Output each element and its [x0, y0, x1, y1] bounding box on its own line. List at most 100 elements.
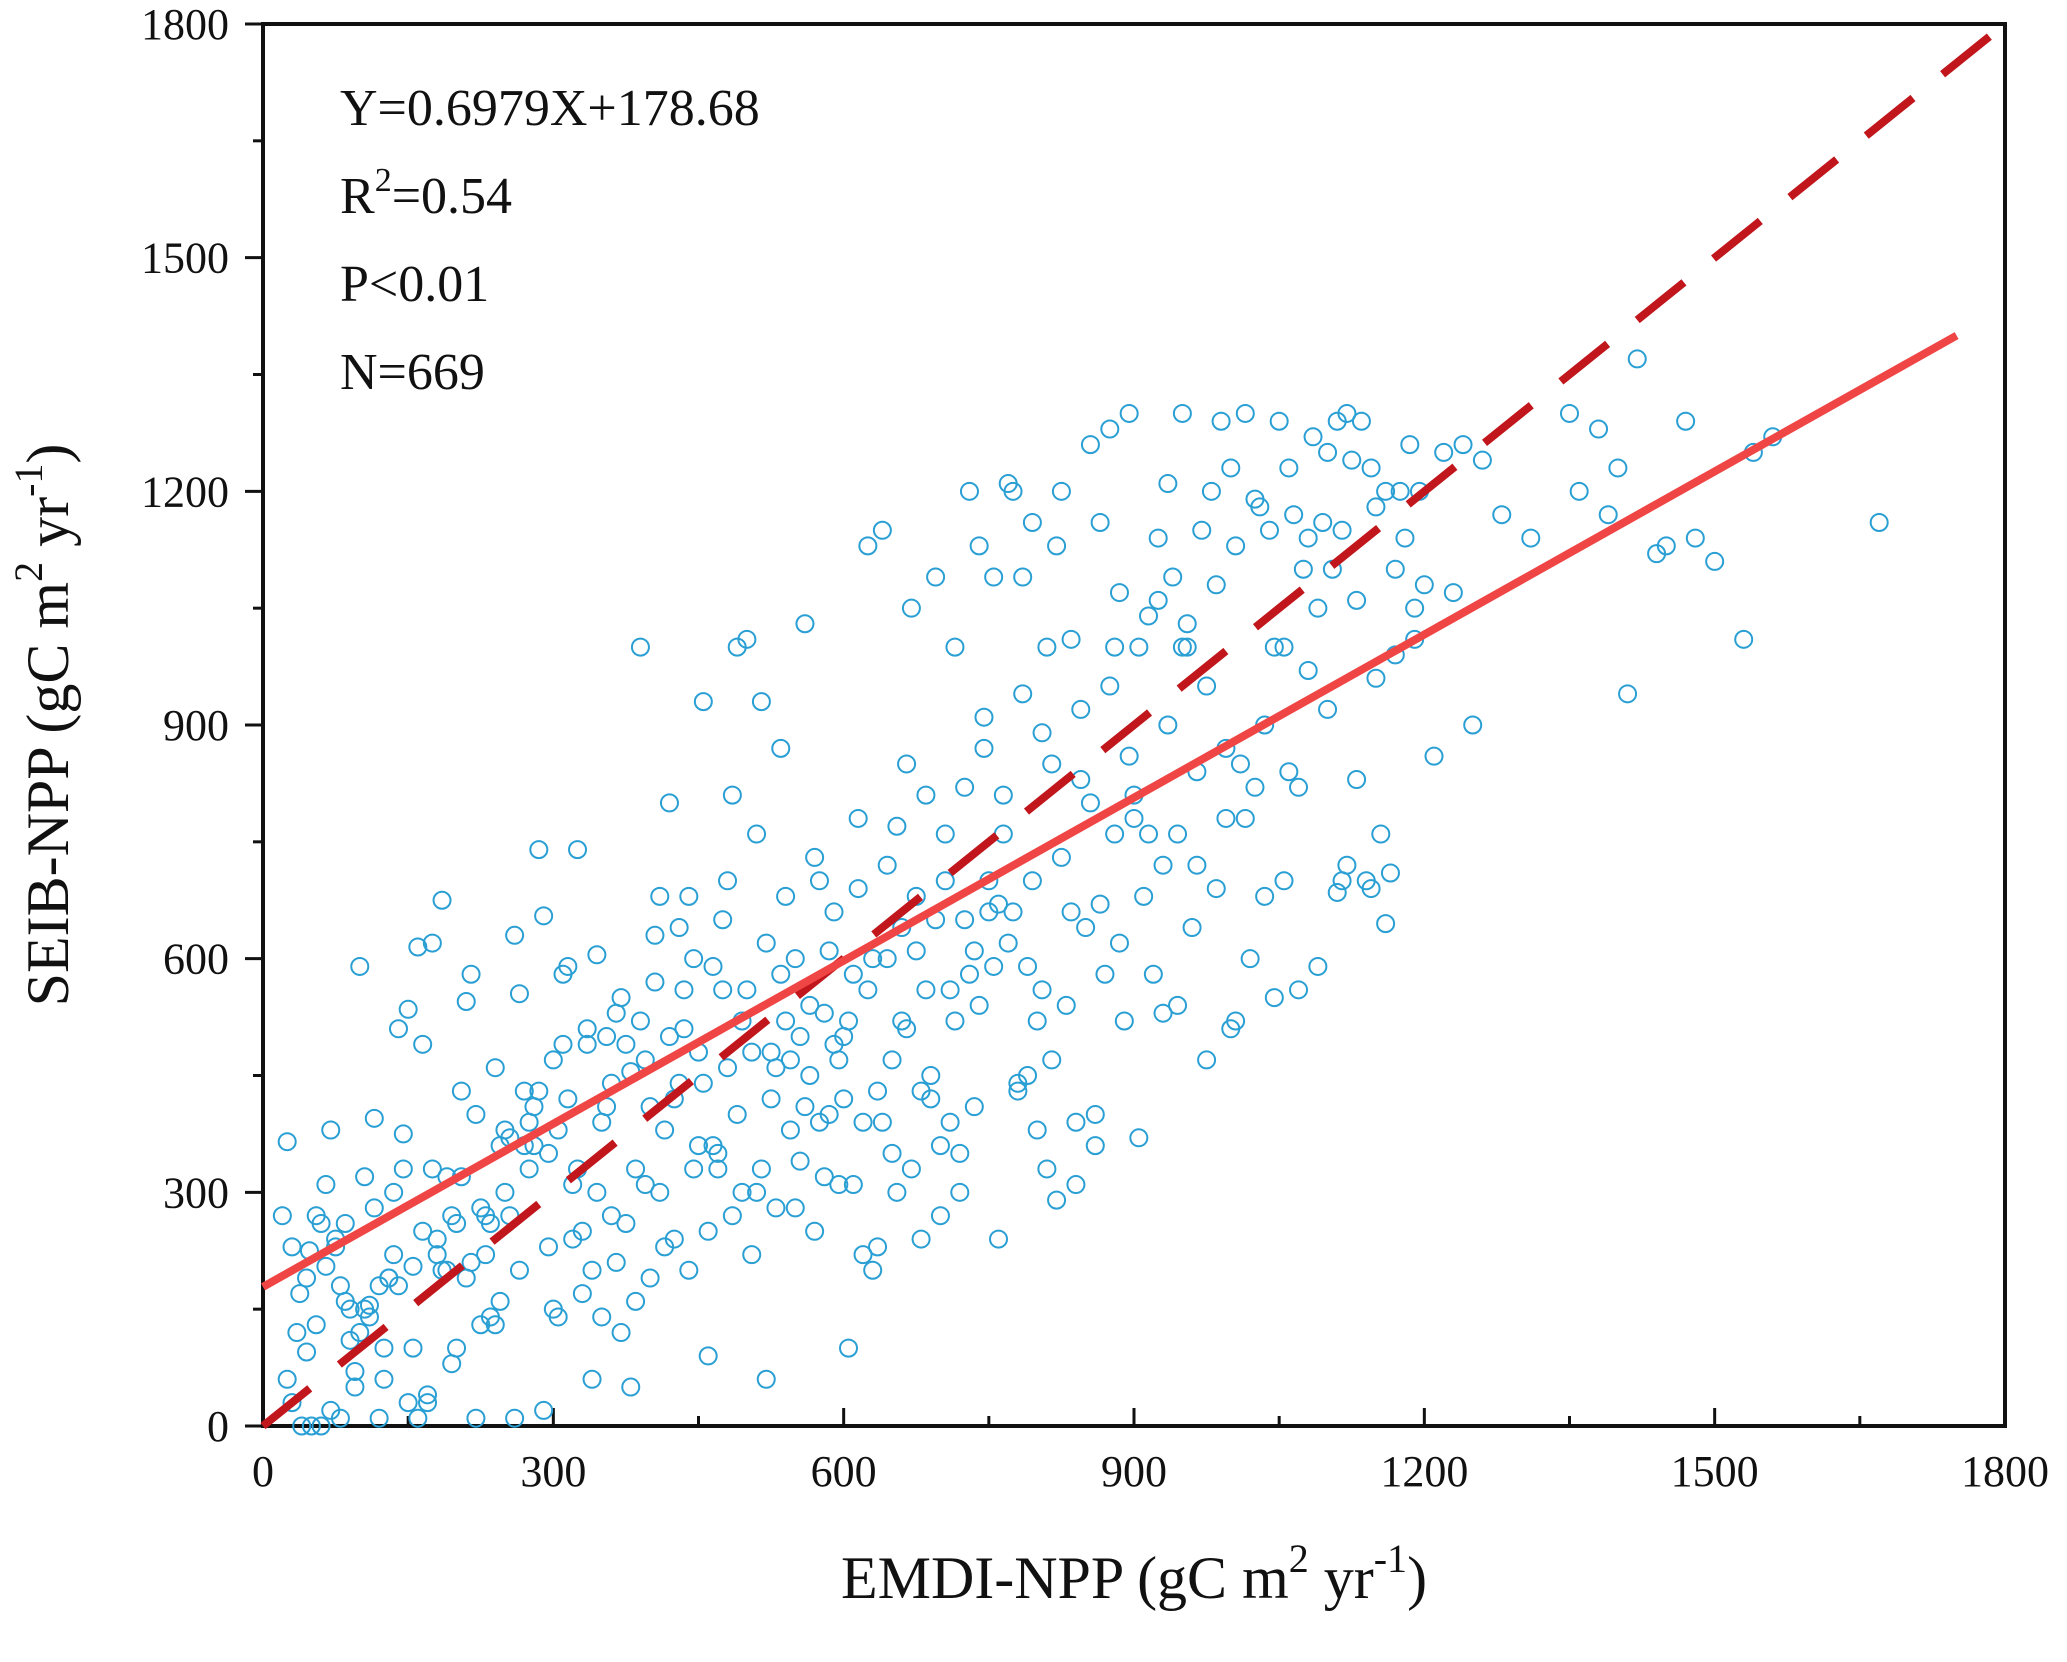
y-tick-label: 1500 — [141, 234, 229, 283]
data-point — [674, 1019, 694, 1039]
x-tick-label: 900 — [1101, 1447, 1167, 1496]
data-point — [297, 1342, 317, 1362]
data-point — [592, 1112, 612, 1132]
data-point — [684, 1159, 704, 1179]
data-point — [790, 1151, 810, 1171]
data-point — [1366, 497, 1386, 517]
data-point — [548, 1307, 568, 1327]
data-point — [505, 1408, 525, 1428]
data-point — [1327, 882, 1347, 902]
data-point — [364, 1198, 384, 1218]
data-point — [592, 1307, 612, 1327]
data-point — [1371, 824, 1391, 844]
data-point — [805, 1221, 825, 1241]
data-point — [911, 1081, 931, 1101]
data-point — [398, 999, 418, 1019]
data-point — [1061, 902, 1081, 922]
data-point — [418, 1385, 438, 1405]
data-point — [480, 1213, 500, 1233]
data-point — [839, 1011, 859, 1031]
data-point — [858, 980, 878, 1000]
data-point — [790, 1027, 810, 1047]
data-point — [945, 1011, 965, 1031]
data-point — [679, 1260, 699, 1280]
data-point — [727, 1104, 747, 1124]
data-point — [630, 1011, 650, 1031]
data-point — [297, 1268, 317, 1288]
data-point — [1129, 1128, 1149, 1148]
data-point — [698, 1221, 718, 1241]
data-point — [408, 1408, 428, 1428]
data-point — [597, 1027, 617, 1047]
data-point — [495, 1182, 515, 1202]
data-point — [713, 980, 733, 1000]
data-point — [398, 1393, 418, 1413]
data-point — [374, 1338, 394, 1358]
data-point — [805, 847, 825, 867]
data-point — [509, 1260, 529, 1280]
data-point — [897, 1019, 917, 1039]
data-point — [829, 1175, 849, 1195]
data-point — [369, 1408, 389, 1428]
data-point — [422, 1159, 442, 1179]
data-point — [1472, 450, 1492, 470]
data-point — [1347, 590, 1367, 610]
data-point — [1705, 551, 1725, 571]
data-point — [829, 1050, 849, 1070]
data-point — [1018, 1066, 1038, 1085]
data-point — [935, 824, 955, 844]
data-point — [1376, 481, 1396, 501]
data-point — [1298, 660, 1318, 680]
data-point — [761, 1042, 781, 1062]
data-point — [1463, 715, 1483, 735]
data-point — [659, 1027, 679, 1047]
data-point — [863, 1260, 883, 1280]
data-point — [1153, 1003, 1173, 1023]
data-point — [1032, 980, 1052, 1000]
data-point — [364, 1108, 384, 1128]
data-point — [1027, 1011, 1047, 1031]
data-point — [756, 933, 776, 953]
data-point — [1168, 824, 1188, 844]
data-point — [930, 1206, 950, 1226]
fit-line — [261, 332, 1959, 1291]
data-point — [442, 1354, 462, 1374]
data-point — [534, 906, 554, 926]
data-point — [853, 1112, 873, 1132]
data-point — [447, 1213, 467, 1233]
data-point — [359, 1295, 379, 1315]
y-tick-label: 900 — [163, 701, 229, 750]
data-point — [1143, 964, 1163, 984]
data-point — [1061, 629, 1081, 649]
data-point — [1051, 847, 1071, 867]
data-point — [611, 1323, 631, 1343]
data-point — [848, 879, 868, 899]
data-point — [413, 1221, 433, 1241]
data-point — [1013, 684, 1033, 704]
data-point — [432, 890, 452, 910]
data-point — [1361, 879, 1381, 899]
data-point — [1235, 808, 1255, 828]
data-point — [1303, 427, 1323, 447]
data-point — [466, 1104, 486, 1124]
data-point — [887, 816, 907, 836]
data-point — [519, 1159, 539, 1179]
data-point — [1085, 1104, 1105, 1124]
data-point — [1656, 536, 1676, 556]
data-point — [882, 1050, 902, 1070]
data-point — [509, 984, 529, 1004]
data-point — [766, 1198, 786, 1218]
data-point — [587, 1182, 607, 1202]
data-point — [776, 1011, 796, 1031]
data-point — [611, 988, 631, 1008]
data-point — [882, 1143, 902, 1163]
data-point — [877, 949, 897, 969]
data-point — [659, 793, 679, 813]
stat-n: N=669 — [340, 344, 485, 401]
data-point — [645, 925, 665, 945]
data-point — [316, 1175, 336, 1195]
data-point — [1182, 918, 1202, 938]
data-point — [1158, 715, 1178, 735]
data-point — [301, 1416, 321, 1436]
data-point — [655, 1237, 675, 1257]
